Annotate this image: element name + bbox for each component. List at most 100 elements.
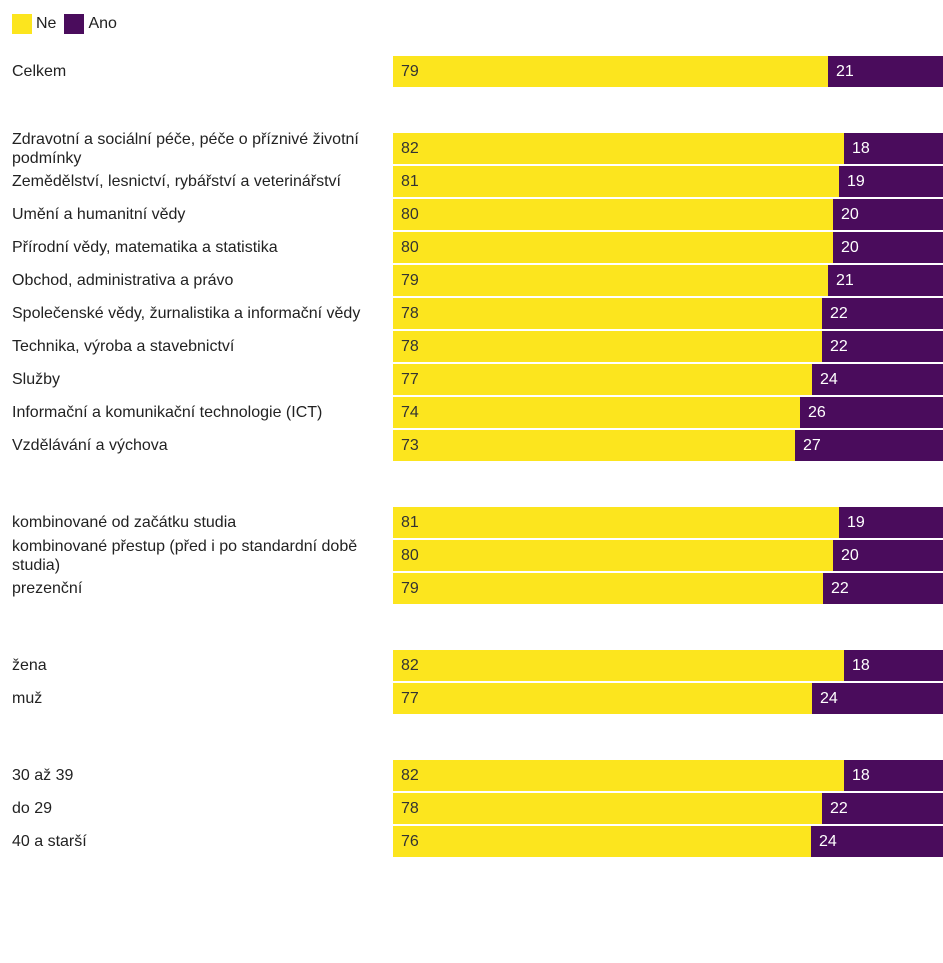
bar-row: 78 22 xyxy=(393,793,943,824)
data-label: 81 xyxy=(401,172,419,190)
legend-item-ne: Ne xyxy=(12,14,56,34)
data-label: 26 xyxy=(808,403,826,421)
bar-segment-ano: 21 xyxy=(828,56,943,87)
data-label: 19 xyxy=(847,172,865,190)
bar-segment-ne: 82 xyxy=(393,133,844,164)
category-label: Zdravotní a sociální péče, péče o přízni… xyxy=(12,130,359,167)
data-label: 20 xyxy=(841,546,859,564)
bar-row: 76 24 xyxy=(393,826,943,857)
bar-row: 77 24 xyxy=(393,364,943,395)
bar-segment-ano: 22 xyxy=(822,331,943,362)
bar-segment-ano: 20 xyxy=(833,540,943,571)
category-label: Společenské vědy, žurnalistika a informa… xyxy=(12,305,361,322)
category-label: Umění a humanitní vědy xyxy=(12,206,186,223)
data-label: 20 xyxy=(841,205,859,223)
legend-label-ne: Ne xyxy=(36,15,57,32)
bar-row: 82 18 xyxy=(393,650,943,681)
legend-item-ano: Ano xyxy=(64,14,117,34)
data-label: 77 xyxy=(401,370,419,388)
category-label: do 29 xyxy=(12,800,53,817)
data-label: 19 xyxy=(847,513,865,531)
data-label: 80 xyxy=(401,546,419,564)
bar-row: 79 21 xyxy=(393,265,943,296)
data-label: 21 xyxy=(836,271,854,289)
category-label: Služby xyxy=(12,371,61,388)
bar-segment-ano: 24 xyxy=(811,826,943,857)
bar-segment-ne: 77 xyxy=(393,364,812,395)
data-label: 79 xyxy=(401,271,419,289)
bar-segment-ne: 80 xyxy=(393,232,833,263)
data-label: 82 xyxy=(401,656,419,674)
data-label: 73 xyxy=(401,436,419,454)
bar-segment-ne: 81 xyxy=(393,166,839,197)
data-label: 78 xyxy=(401,799,419,817)
data-label: 24 xyxy=(820,370,838,388)
category-label: Vzdělávání a výchova xyxy=(12,437,168,454)
data-label: 82 xyxy=(401,766,419,784)
bar-row: 78 22 xyxy=(393,298,943,329)
bar-row: 79 21 xyxy=(393,56,943,87)
data-label: 18 xyxy=(852,766,870,784)
bar-segment-ano: 20 xyxy=(833,199,943,230)
legend-swatch-ne xyxy=(12,14,32,34)
bar-segment-ne: 82 xyxy=(393,760,844,791)
bar-segment-ano: 27 xyxy=(795,430,943,461)
data-label: 22 xyxy=(830,799,848,817)
bar-segment-ne: 81 xyxy=(393,507,839,538)
category-label: 40 a starší xyxy=(12,833,87,850)
data-label: 22 xyxy=(831,579,849,597)
bar-segment-ano: 22 xyxy=(822,793,943,824)
legend-label-ano: Ano xyxy=(88,15,117,32)
bar-row: 77 24 xyxy=(393,683,943,714)
bar-row: 78 22 xyxy=(393,331,943,362)
category-label: Technika, výroba a stavebnictví xyxy=(12,338,235,355)
category-label: kombinované přestup (před i po standardn… xyxy=(12,537,358,574)
bar-segment-ano: 24 xyxy=(812,364,943,395)
data-label: 20 xyxy=(841,238,859,256)
category-label: Obchod, administrativa a právo xyxy=(12,272,234,289)
bar-row: 80 20 xyxy=(393,540,943,571)
data-label: 22 xyxy=(830,337,848,355)
category-label: žena xyxy=(12,657,47,674)
bar-segment-ne: 74 xyxy=(393,397,800,428)
data-label: 24 xyxy=(820,689,838,707)
category-label: Informační a komunikační technologie (IC… xyxy=(12,404,323,421)
bar-segment-ano: 22 xyxy=(823,573,943,604)
legend-swatch-ano xyxy=(64,14,85,34)
legend: Ne Ano xyxy=(12,13,125,35)
bar-row: 74 26 xyxy=(393,397,943,428)
bar-segment-ano: 18 xyxy=(844,133,943,164)
bar-segment-ano: 24 xyxy=(812,683,943,714)
bar-segment-ne: 78 xyxy=(393,793,822,824)
bar-segment-ne: 78 xyxy=(393,298,822,329)
bar-segment-ano: 26 xyxy=(800,397,943,428)
data-label: 79 xyxy=(401,62,419,80)
bar-segment-ne: 77 xyxy=(393,683,812,714)
bar-row: 80 20 xyxy=(393,199,943,230)
bar-segment-ne: 80 xyxy=(393,540,833,571)
bar-segment-ano: 20 xyxy=(833,232,943,263)
bar-segment-ano: 18 xyxy=(844,650,943,681)
data-label: 21 xyxy=(836,62,854,80)
data-label: 18 xyxy=(852,139,870,157)
bar-segment-ne: 78 xyxy=(393,331,822,362)
bar-segment-ne: 80 xyxy=(393,199,833,230)
data-label: 81 xyxy=(401,513,419,531)
data-label: 78 xyxy=(401,337,419,355)
bar-row: 79 22 xyxy=(393,573,943,604)
data-label: 78 xyxy=(401,304,419,322)
data-label: 82 xyxy=(401,139,419,157)
category-label: 30 až 39 xyxy=(12,767,74,784)
bar-row: 81 19 xyxy=(393,507,943,538)
bar-segment-ne: 79 xyxy=(393,265,828,296)
data-label: 80 xyxy=(401,238,419,256)
data-label: 76 xyxy=(401,832,419,850)
bar-row: 82 18 xyxy=(393,760,943,791)
data-label: 74 xyxy=(401,403,419,421)
bar-segment-ano: 21 xyxy=(828,265,943,296)
data-label: 79 xyxy=(401,579,419,597)
bar-segment-ne: 79 xyxy=(393,573,823,604)
data-label: 18 xyxy=(852,656,870,674)
data-label: 77 xyxy=(401,689,419,707)
